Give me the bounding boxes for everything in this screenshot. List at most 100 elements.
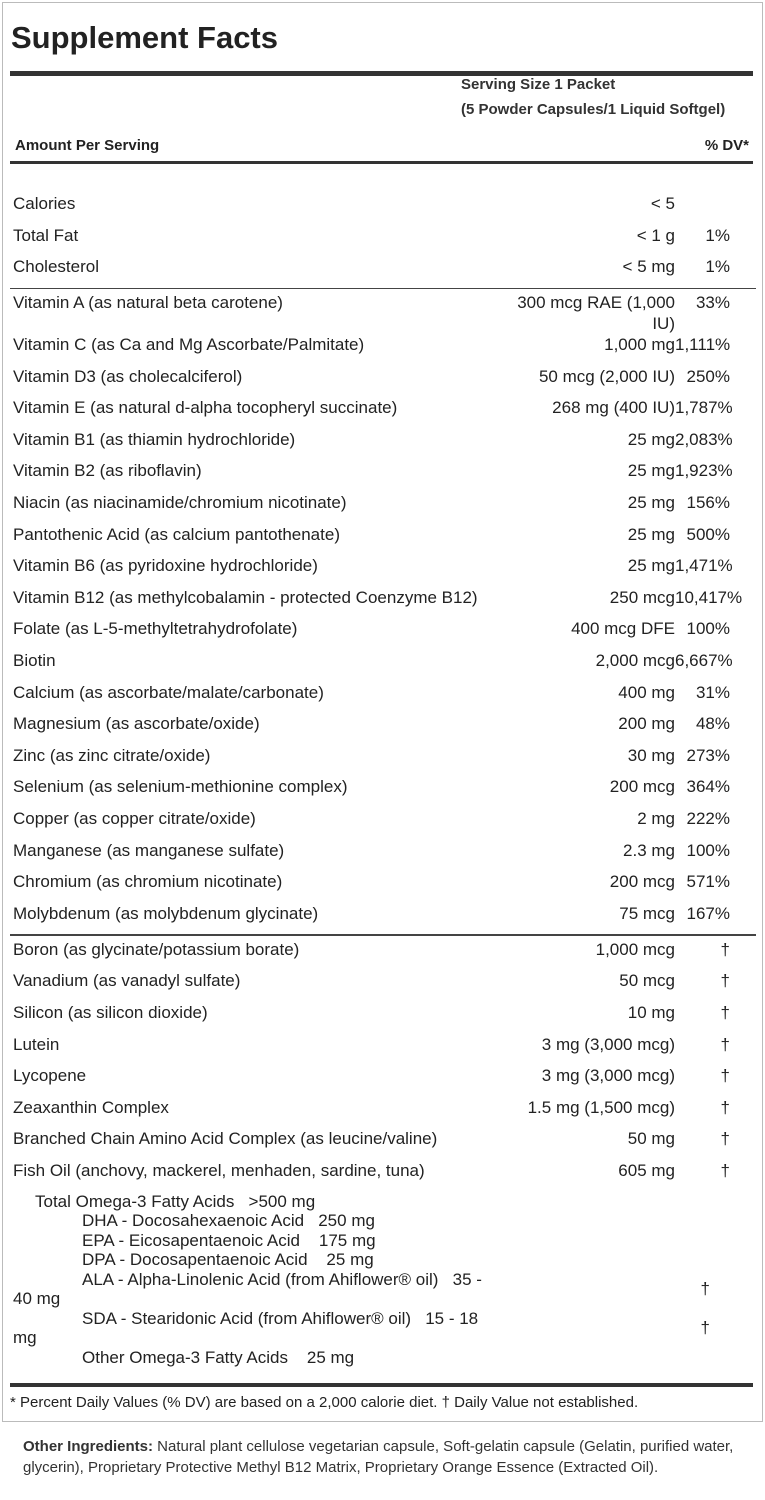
nutrient-amount: 200 mcg bbox=[609, 872, 675, 892]
nutrient-row: Chromium (as chromium nicotinate) 200 mcg… bbox=[13, 871, 753, 903]
nutrient-name: Magnesium (as ascorbate/oxide) bbox=[13, 714, 260, 734]
nutrient-amount: 400 mcg DFE bbox=[571, 619, 675, 639]
nutrient-name: Vitamin A (as natural beta carotene) bbox=[13, 293, 283, 312]
nutrient-row: Zeaxanthin Complex 1.5 mg (1,500 mcg) † bbox=[13, 1097, 753, 1129]
header-divider bbox=[10, 161, 753, 164]
nutrient-dv: 167% bbox=[686, 903, 730, 923]
omega-row: SDA - Stearidonic Acid (from Ahiflower® … bbox=[13, 1309, 753, 1348]
nutrient-dv: † bbox=[720, 939, 730, 959]
nutrient-dv: 273% bbox=[686, 745, 730, 765]
nutrient-name: Lycopene bbox=[13, 1066, 87, 1086]
nutrient-row: Total Fat < 1 g 1% bbox=[13, 225, 753, 257]
nutrient-amount: 200 mcg bbox=[609, 777, 675, 797]
nutrient-row: Niacin (as niacinamide/chromium nicotina… bbox=[13, 492, 753, 524]
nutrient-dv: 222% bbox=[686, 808, 730, 828]
nutrient-row: Branched Chain Amino Acid Complex (as le… bbox=[13, 1128, 753, 1160]
nutrient-row: Folate (as L-5-methyltetrahydrofolate) 40… bbox=[13, 618, 753, 650]
other-ingredients: Other Ingredients: Natural plant cellulo… bbox=[23, 1436, 743, 1478]
nutrient-amount: 1,000 mg bbox=[604, 335, 675, 354]
nutrient-row: Vitamin C (as Ca and Mg Ascorbate/Palmit… bbox=[13, 334, 753, 366]
nutrient-name: Cholesterol bbox=[13, 257, 99, 276]
nutrient-name: Zinc (as zinc citrate/oxide) bbox=[13, 745, 211, 765]
nutrient-row: Copper (as copper citrate/oxide) 2 mg 222% bbox=[13, 808, 753, 840]
nutrient-row: Lycopene 3 mg (3,000 mcg) † bbox=[13, 1065, 753, 1097]
nutrient-amount: 2 mg bbox=[637, 808, 675, 828]
nutrient-row: Magnesium (as ascorbate/oxide) 200 mg 48% bbox=[13, 713, 753, 745]
nutrient-row: Biotin 2,000 mcg 6,667% bbox=[13, 650, 753, 682]
omega-text: Other Omega-3 Fatty Acids 25 mg bbox=[82, 1347, 355, 1367]
nutrient-row: Vitamin B12 (as methylcobalamin - protec… bbox=[13, 587, 753, 619]
serving-size: Serving Size 1 Packet bbox=[461, 76, 616, 93]
nutrient-row: Selenium (as selenium-methionine complex… bbox=[13, 776, 753, 808]
omega-row: ALA - Alpha-Linolenic Acid (from Ahiflow… bbox=[13, 1270, 753, 1309]
nutrient-dv: 100% bbox=[686, 619, 730, 639]
nutrient-name: Vitamin B12 (as methylcobalamin - protec… bbox=[13, 587, 478, 607]
nutrient-name: Niacin (as niacinamide/chromium nicotina… bbox=[13, 492, 347, 512]
nutrient-row: Vitamin B2 (as riboflavin) 25 mg 1,923% bbox=[13, 460, 753, 492]
nutrient-dv: † bbox=[720, 1066, 730, 1086]
nutrient-dv: 1% bbox=[705, 257, 730, 276]
nutrient-name: Copper (as copper citrate/oxide) bbox=[13, 808, 256, 828]
other-ingredients-label: Other Ingredients: bbox=[23, 1438, 154, 1455]
nutrient-name: Vitamin B1 (as thiamin hydrochloride) bbox=[13, 429, 296, 449]
nutrient-amount: 250 mcg bbox=[609, 587, 675, 607]
omega-text: ALA - Alpha-Linolenic Acid (from Ahiflow… bbox=[13, 1269, 487, 1309]
nutrient-dv: † bbox=[720, 1129, 730, 1149]
nutrient-dv: 31% bbox=[695, 682, 730, 702]
nutrient-amount: < 5 bbox=[650, 194, 675, 213]
nutrient-dv: 48% bbox=[695, 714, 730, 734]
nutrient-amount: 605 mg bbox=[618, 1160, 675, 1180]
nutrient-row: Calories < 5 bbox=[13, 193, 753, 225]
nutrient-dv: 250% bbox=[686, 366, 730, 386]
nutrient-row: Vitamin D3 (as cholecalciferol) 50 mcg (2… bbox=[13, 366, 753, 398]
nutrient-name: Vanadium (as vanadyl sulfate) bbox=[13, 971, 241, 991]
nutrient-amount: 1,000 mcg bbox=[595, 939, 675, 959]
nutrient-row: Manganese (as manganese sulfate) 2.3 mg 10… bbox=[13, 840, 753, 872]
nutrient-name: Vitamin E (as natural d-alpha tocopheryl… bbox=[13, 398, 398, 418]
nutrient-row: Vitamin E (as natural d-alpha tocopheryl… bbox=[13, 397, 753, 429]
nutrient-dv: 500% bbox=[686, 524, 730, 544]
nutrient-amount: 75 mcg bbox=[619, 903, 675, 923]
nutrient-amount: 200 mg bbox=[618, 714, 675, 734]
nutrient-dv: † bbox=[720, 1097, 730, 1117]
nutrient-row: Fish Oil (anchovy, mackerel, menhaden, s… bbox=[13, 1160, 753, 1192]
nutrient-name: Silicon (as silicon dioxide) bbox=[13, 1002, 208, 1022]
nutrient-dv: 6,667% bbox=[675, 650, 733, 670]
nutrient-row: Vanadium (as vanadyl sulfate) 50 mcg † bbox=[13, 970, 753, 1002]
nutrient-row: Lutein 3 mg (3,000 mcg) † bbox=[13, 1034, 753, 1066]
omega-row: EPA - Eicosapentaenoic Acid 175 mg bbox=[13, 1231, 753, 1251]
nutrient-dv: 1% bbox=[705, 225, 730, 245]
amount-per-serving-header: Amount Per Serving bbox=[15, 137, 160, 154]
nutrient-amount: 10 mg bbox=[627, 1002, 675, 1022]
nutrient-name: Pantothenic Acid (as calcium pantothenat… bbox=[13, 524, 340, 544]
nutrient-name: Lutein bbox=[13, 1034, 60, 1054]
omega-text: EPA - Eicosapentaenoic Acid 175 mg bbox=[82, 1230, 376, 1250]
nutrient-dv: 1,923% bbox=[675, 461, 733, 481]
omega-dv: † bbox=[700, 1279, 710, 1299]
nutrient-row: Zinc (as zinc citrate/oxide) 30 mg 273% bbox=[13, 745, 753, 777]
omega-row: Total Omega-3 Fatty Acids >500 mg bbox=[13, 1192, 753, 1212]
nutrient-dv: 156% bbox=[686, 492, 730, 512]
other-ingredients-text: Natural plant cellulose vegetarian capsu… bbox=[23, 1438, 734, 1476]
nutrient-name: Selenium (as selenium-methionine complex… bbox=[13, 777, 348, 797]
nutrient-name: Vitamin D3 (as cholecalciferol) bbox=[13, 366, 243, 386]
footnote: * Percent Daily Values (% DV) are based … bbox=[10, 1394, 639, 1411]
nutrient-dv: 1,111% bbox=[675, 335, 731, 354]
nutrient-name: Vitamin B2 (as riboflavin) bbox=[13, 461, 202, 481]
nutrient-name: Vitamin B6 (as pyridoxine hydrochloride) bbox=[13, 556, 318, 576]
omega-dv: † bbox=[700, 1318, 710, 1338]
nutrient-amount: 25 mg bbox=[627, 556, 675, 576]
omega-row: DPA - Docosapentaenoic Acid 25 mg bbox=[13, 1250, 753, 1270]
nutrient-row: Vitamin B1 (as thiamin hydrochloride) 25 … bbox=[13, 429, 753, 461]
nutrient-row: Vitamin B6 (as pyridoxine hydrochloride)… bbox=[13, 555, 753, 587]
section-divider bbox=[10, 287, 756, 289]
nutrient-amount: 25 mg bbox=[627, 524, 675, 544]
omega-row: DHA - Docosahexaenoic Acid 250 mg bbox=[13, 1211, 753, 1231]
nutrient-amount: 25 mg bbox=[627, 492, 675, 512]
nutrient-table: Calories < 5 Total Fat < 1 g 1% Cholesterol < … bbox=[10, 193, 756, 1367]
nutrient-amount: 3 mg (3,000 mcg) bbox=[541, 1066, 675, 1086]
nutrient-row: Molybdenum (as molybdenum glycinate) 75 m… bbox=[13, 903, 753, 935]
nutrient-dv: 364% bbox=[686, 777, 730, 797]
nutrient-dv: † bbox=[720, 1034, 730, 1054]
nutrient-name: Fish Oil (anchovy, mackerel, menhaden, s… bbox=[13, 1160, 425, 1180]
